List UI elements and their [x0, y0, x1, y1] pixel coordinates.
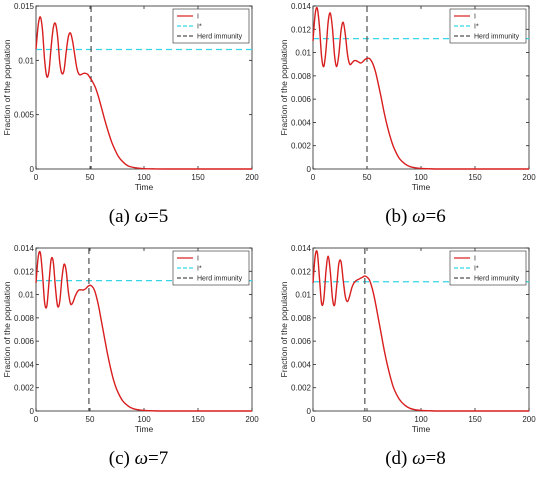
caption-c-prefix: (c) — [108, 448, 135, 469]
caption-d-prefix: (d) — [385, 448, 413, 469]
chart-c: 0 50 100 150 200 0 0.002 0.004 0.006 0.008 0.01 0.0… — [2, 244, 259, 434]
chart-panel-c: 0 50 100 150 200 0 0.002 0.004 0.006 0.008 0.01 0.0… — [0, 242, 277, 484]
y-tick-label: 0.014 — [14, 244, 35, 253]
x-tick-label: 0 — [34, 173, 39, 182]
series-line-I — [35, 16, 252, 170]
caption-a-suffix: =5 — [148, 206, 169, 227]
chart-d: 0 50 100 150 200 0 0.002 0.004 0.006 0.008 0.01 0.0… — [279, 244, 536, 434]
y-tick-label: 0.01 — [295, 49, 311, 58]
chart-panel-b: 0 50 100 150 200 0 0.002 0.004 0.006 0.008 0.01 0.0… — [277, 0, 554, 242]
y-tick-label: 0.006 — [291, 95, 312, 104]
y-tick-label: 0.002 — [291, 142, 312, 151]
x-tick-label: 100 — [414, 173, 428, 182]
caption-b: (b) ω=6 — [277, 206, 554, 228]
y-tick-label: 0.012 — [291, 267, 312, 276]
y-tick-label: 0 — [30, 165, 35, 174]
x-tick-label: 50 — [363, 415, 372, 424]
y-tick-label: 0 — [30, 407, 35, 416]
caption-c-suffix: =7 — [148, 448, 169, 469]
legend-label: I* — [474, 266, 479, 273]
y-tick-label: 0.004 — [291, 360, 312, 369]
legend-label: I* — [197, 24, 202, 31]
caption-b-omega: ω — [412, 206, 426, 227]
legend-label: Herd immunity — [197, 34, 243, 41]
x-tick-label: 150 — [191, 173, 205, 182]
x-tick-label: 150 — [468, 415, 482, 424]
x-axis-label: Time — [412, 424, 431, 434]
y-tick-label: 0.004 — [291, 118, 312, 127]
x-tick-label: 150 — [468, 173, 482, 182]
y-tick-label: 0.008 — [291, 314, 312, 323]
series-line-I — [312, 250, 529, 412]
x-tick-label: 0 — [311, 173, 316, 182]
x-tick-label: 200 — [522, 173, 536, 182]
y-axis-label: Fraction of the population — [279, 39, 289, 135]
y-tick-label: 0.012 — [291, 25, 312, 34]
legend-label: I — [474, 14, 476, 21]
chart-b: 0 50 100 150 200 0 0.002 0.004 0.006 0.008 0.01 0.0… — [279, 2, 536, 192]
caption-b-suffix: =6 — [425, 206, 446, 227]
legend-label: I — [197, 14, 199, 21]
x-tick-label: 50 — [86, 173, 95, 182]
x-tick-label: 200 — [522, 415, 536, 424]
x-tick-label: 50 — [86, 415, 95, 424]
x-tick-label: 200 — [245, 415, 259, 424]
series-line-I — [35, 250, 252, 412]
y-tick-label: 0.014 — [291, 2, 312, 11]
caption-c: (c) ω=7 — [0, 448, 277, 470]
x-tick-label: 100 — [414, 415, 428, 424]
y-axis-label: Fraction of the population — [2, 39, 12, 135]
caption-d-suffix: =8 — [425, 448, 446, 469]
y-axis-label: Fraction of the population — [2, 281, 12, 377]
y-tick-label: 0.012 — [14, 267, 35, 276]
x-axis-label: Time — [135, 424, 154, 434]
chart-a: 0 50 100 150 200 0 0.005 0.01 0.015 Time Fraction … — [2, 2, 259, 192]
caption-d: (d) ω=8 — [277, 448, 554, 470]
caption-b-prefix: (b) — [385, 206, 413, 227]
caption-d-omega: ω — [412, 448, 426, 469]
y-tick-label: 0.01 — [18, 291, 34, 300]
y-tick-label: 0 — [307, 407, 312, 416]
x-tick-label: 0 — [34, 415, 39, 424]
y-tick-label: 0.006 — [14, 337, 35, 346]
legend-label: I* — [197, 266, 202, 273]
x-axis-label: Time — [135, 182, 154, 192]
legend-label: I* — [474, 24, 479, 31]
y-tick-label: 0 — [307, 165, 312, 174]
y-tick-label: 0.01 — [295, 291, 311, 300]
legend-label: Herd immunity — [474, 34, 520, 41]
y-tick-label: 0.01 — [18, 56, 34, 65]
y-tick-label: 0.014 — [291, 244, 312, 253]
y-tick-label: 0.008 — [291, 72, 312, 81]
chart-panel-a: 0 50 100 150 200 0 0.005 0.01 0.015 Time Fraction … — [0, 0, 277, 242]
y-tick-label: 0.005 — [14, 111, 35, 120]
y-tick-label: 0.004 — [14, 360, 35, 369]
x-tick-label: 100 — [137, 173, 151, 182]
caption-a-omega: ω — [134, 206, 149, 227]
series-line-I — [312, 6, 529, 170]
chart-panel-d: 0 50 100 150 200 0 0.002 0.004 0.006 0.008 0.01 0.0… — [277, 242, 554, 484]
y-tick-label: 0.008 — [14, 314, 35, 323]
y-tick-label: 0.002 — [291, 384, 312, 393]
legend-label: Herd immunity — [474, 276, 520, 283]
x-tick-label: 200 — [245, 173, 259, 182]
legend-label: Herd immunity — [197, 276, 243, 283]
x-tick-label: 50 — [363, 173, 372, 182]
caption-a: (a) ω=5 — [0, 206, 277, 228]
legend-label: I — [197, 256, 199, 263]
y-tick-label: 0.015 — [14, 2, 35, 11]
caption-a-prefix: (a) — [108, 206, 135, 227]
x-tick-label: 150 — [191, 415, 205, 424]
x-axis-label: Time — [412, 182, 431, 192]
caption-c-omega: ω — [134, 448, 149, 469]
y-tick-label: 0.006 — [291, 337, 312, 346]
x-tick-label: 100 — [137, 415, 151, 424]
x-tick-label: 0 — [311, 415, 316, 424]
legend-label: I — [474, 256, 476, 263]
y-tick-label: 0.002 — [14, 384, 35, 393]
y-axis-label: Fraction of the population — [279, 281, 289, 377]
